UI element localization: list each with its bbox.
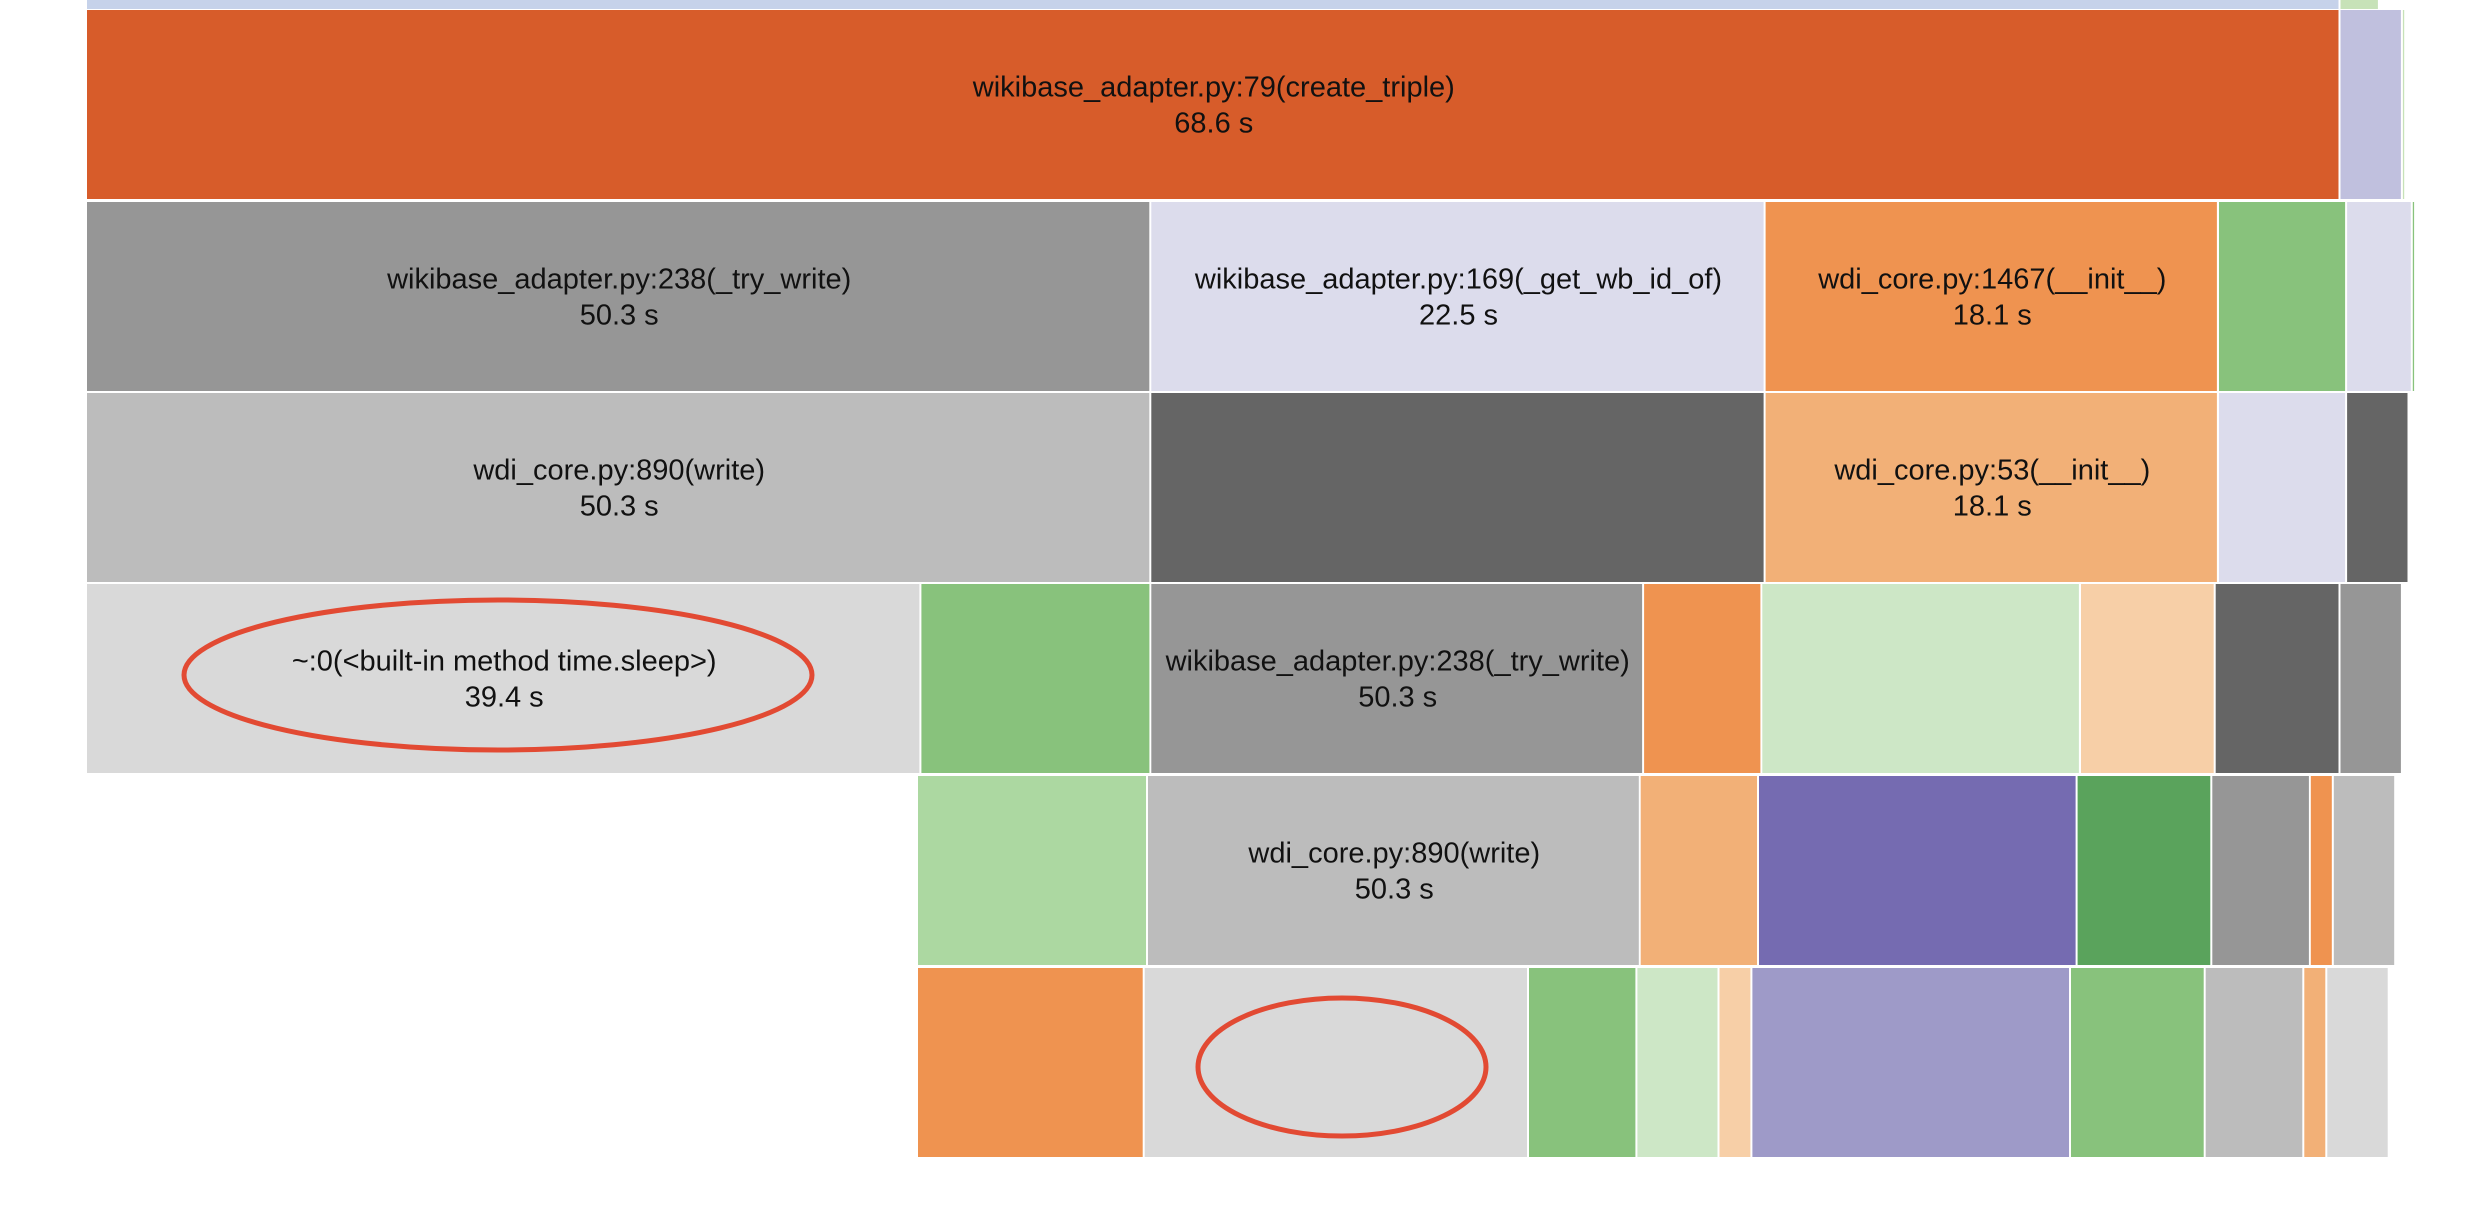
- icicle-labels: wikibase_adapter.py:79(create_triple) 68.…: [292, 72, 2167, 906]
- frame-level-2-0[interactable]: [87, 202, 1150, 391]
- frame-level-6-6[interactable]: [2071, 968, 2204, 1157]
- frame-level-5-3[interactable]: [1759, 776, 2076, 965]
- frame-level-6-8[interactable]: [2304, 968, 2326, 1157]
- frame-level-5-1[interactable]: [1148, 776, 1639, 965]
- frame-level-6-5[interactable]: [1752, 968, 2069, 1157]
- frame-level-4-6[interactable]: [2215, 584, 2339, 773]
- annotation-layer: [181, 597, 1489, 1139]
- frame-level-3-4[interactable]: [2347, 393, 2408, 582]
- frame-name-label: wdi_core.py:890(write): [472, 455, 765, 487]
- frame-level-5-6[interactable]: [2310, 776, 2332, 965]
- annotation-ellipse: [1195, 995, 1489, 1139]
- frame-level-5-2[interactable]: [1640, 776, 1757, 965]
- icicle-frames: [87, 0, 2415, 1157]
- frame-name-label: wikibase_adapter.py:238(_try_write): [386, 264, 851, 296]
- frame-name-label: wdi_core.py:1467(__init__): [1817, 264, 2166, 296]
- frame-name-label: wikibase_adapter.py:79(create_triple): [972, 72, 1455, 104]
- frame-name-label: wdi_core.py:890(write): [1247, 838, 1540, 870]
- frame-name-label: ~:0(<built-in method time.sleep>): [292, 646, 717, 678]
- frame-level-3-1[interactable]: [1151, 393, 1764, 582]
- frame-level-6-0[interactable]: [918, 968, 1143, 1157]
- frame-level-3-2[interactable]: [1765, 393, 2217, 582]
- frame-time-label: 50.3 s: [1358, 682, 1437, 714]
- frame-level-3-0[interactable]: [87, 393, 1150, 582]
- frame-time-label: 18.1 s: [1953, 491, 2032, 523]
- frame-time-label: 22.5 s: [1419, 300, 1498, 332]
- frame-level-4-3[interactable]: [1644, 584, 1761, 773]
- frame-level-1-1[interactable]: [2340, 10, 2401, 199]
- frame-level-5-7[interactable]: [2333, 776, 2395, 965]
- frame-name-label: wikibase_adapter.py:169(_get_wb_id_of): [1194, 264, 1722, 296]
- frame-level-1-0[interactable]: [87, 10, 2339, 199]
- frame-level-1-2[interactable]: [2402, 10, 2405, 199]
- frame-time-label: 50.3 s: [580, 491, 659, 523]
- frame-level-6-4[interactable]: [1719, 968, 1751, 1157]
- frame-time-label: 18.1 s: [1953, 300, 2032, 332]
- frame-level-4-2[interactable]: [1151, 584, 1643, 773]
- frame-level-2-5[interactable]: [2412, 202, 2415, 391]
- frame-level-4-5[interactable]: [2081, 584, 2214, 773]
- frame-level-4-4[interactable]: [1762, 584, 2079, 773]
- frame-time-label: 50.3 s: [580, 300, 659, 332]
- frame-level-0-1[interactable]: [2340, 0, 2378, 9]
- frame-level-4-7[interactable]: [2340, 584, 2401, 773]
- frame-time-label: 39.4 s: [465, 682, 544, 714]
- frame-name-label: wdi_core.py:53(__init__): [1833, 455, 2150, 487]
- frame-name-label: wikibase_adapter.py:238(_try_write): [1165, 646, 1630, 678]
- frame-level-2-2[interactable]: [1765, 202, 2217, 391]
- frame-time-label: 50.3 s: [1355, 874, 1434, 906]
- annotation-ellipse: [181, 597, 815, 753]
- frame-level-4-1[interactable]: [921, 584, 1150, 773]
- frame-level-5-0[interactable]: [918, 776, 1146, 965]
- frame-level-3-3[interactable]: [2219, 393, 2346, 582]
- frame-level-6-7[interactable]: [2205, 968, 2303, 1157]
- frame-level-4-0[interactable]: [87, 584, 920, 773]
- frame-level-2-1[interactable]: [1151, 202, 1764, 391]
- frame-level-5-4[interactable]: [2077, 776, 2211, 965]
- frame-level-2-4[interactable]: [2347, 202, 2411, 391]
- frame-level-2-3[interactable]: [2219, 202, 2346, 391]
- frame-time-label: 68.6 s: [1174, 108, 1253, 140]
- frame-level-6-3[interactable]: [1637, 968, 1718, 1157]
- frame-level-6-9[interactable]: [2327, 968, 2388, 1157]
- frame-level-5-5[interactable]: [2212, 776, 2309, 965]
- frame-level-0-0[interactable]: [87, 0, 2339, 9]
- frame-level-6-2[interactable]: [1529, 968, 1636, 1157]
